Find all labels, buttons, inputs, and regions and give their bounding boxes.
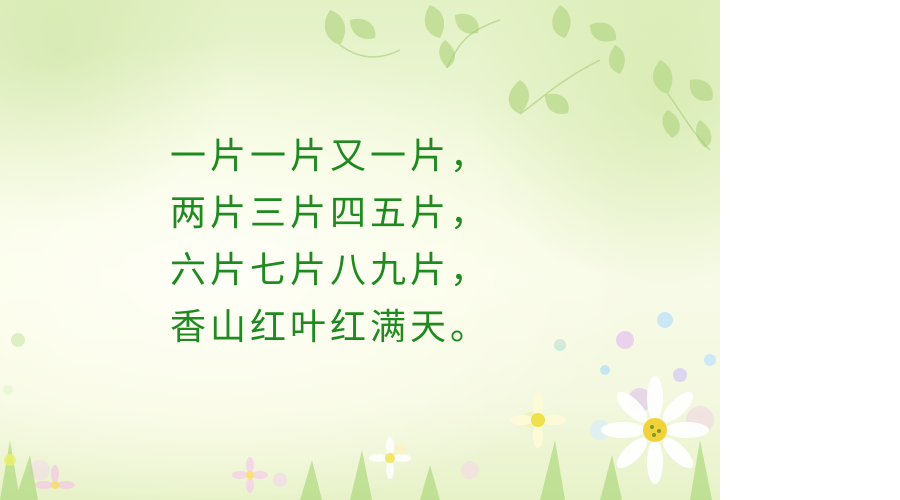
flower-icon bbox=[369, 437, 411, 479]
background-decoration bbox=[0, 5, 716, 500]
poem-line-4: 香山红叶红满天。 bbox=[170, 307, 491, 348]
flower-icon bbox=[510, 392, 566, 448]
poem-line-1: 一片一片又一片， bbox=[170, 136, 491, 177]
flower-icon bbox=[601, 376, 709, 484]
leaf-icon bbox=[552, 5, 617, 42]
leaf-cluster-top bbox=[324, 5, 713, 148]
poem-line-3: 六片七片八九片， bbox=[170, 250, 491, 291]
slide: 一片一片又一片， 两片三片四五片， 六片七片八九片， 香山红叶红满天。 bbox=[0, 0, 720, 500]
leaf-icon bbox=[324, 10, 376, 45]
leaf-icon bbox=[508, 80, 569, 114]
poem: 一片一片又一片， 两片三片四五片， 六片七片八九片， 香山红叶红满天。 bbox=[170, 128, 490, 356]
poem-line-2: 两片三片四五片， bbox=[170, 193, 491, 234]
flower-icon bbox=[4, 454, 16, 466]
leaf-icon bbox=[608, 45, 625, 74]
flower-icon bbox=[232, 457, 268, 493]
leaf-icon bbox=[424, 5, 479, 68]
flower-icon bbox=[35, 465, 75, 489]
leaf-icon bbox=[653, 60, 713, 148]
